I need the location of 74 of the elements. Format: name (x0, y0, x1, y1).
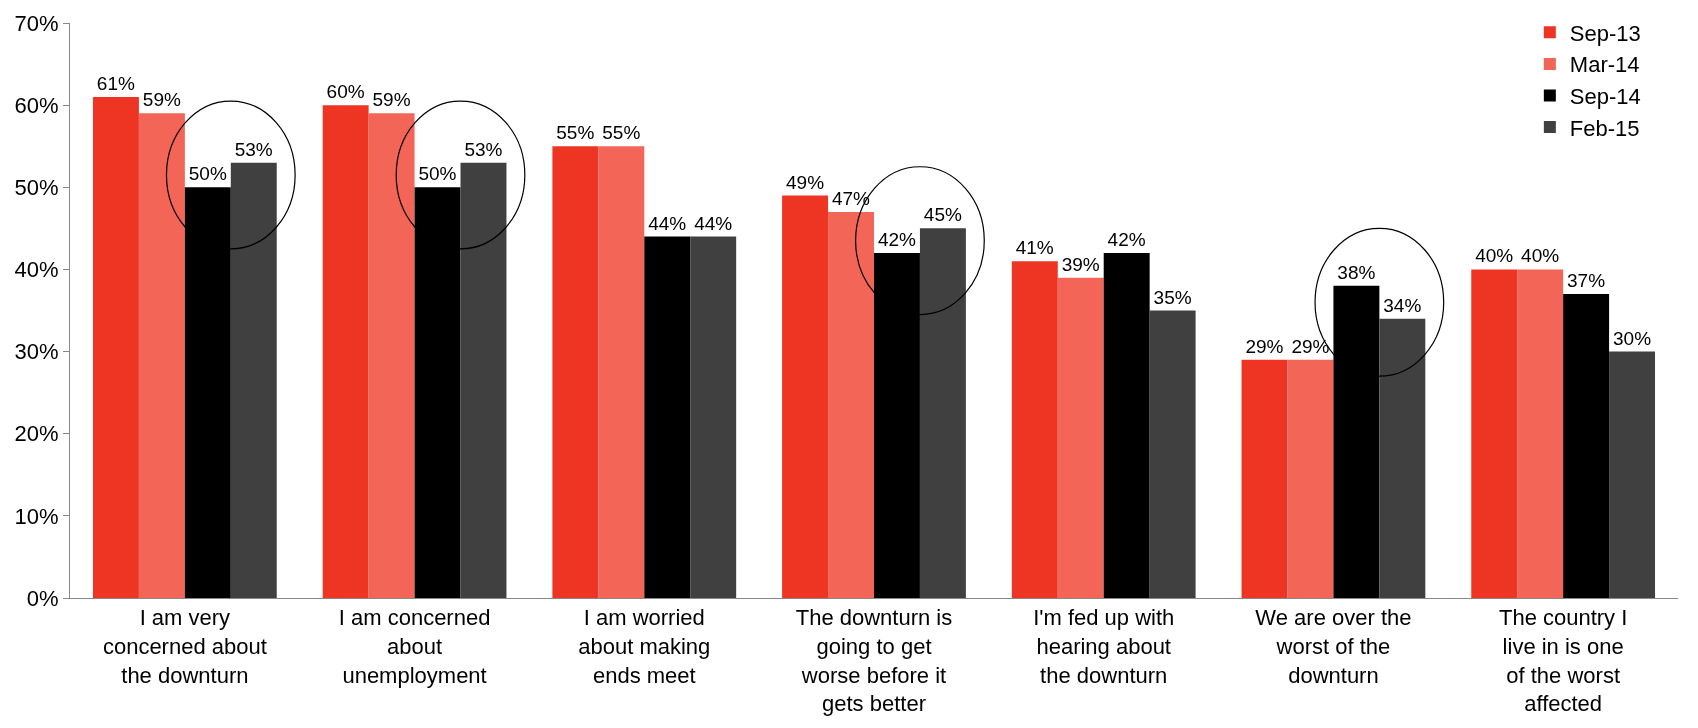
legend-label: Feb-15 (1569, 115, 1640, 141)
bar (1149, 310, 1196, 598)
data-label: 44% (694, 212, 733, 234)
data-label: 42% (877, 229, 917, 250)
data-label: 35% (1153, 286, 1192, 308)
data-label: 42% (1107, 229, 1146, 250)
data-label: 61% (96, 72, 136, 94)
bar (368, 113, 415, 598)
data-label: 40% (1475, 245, 1514, 267)
bar (92, 96, 139, 598)
legend-label: Sep-13 (1569, 20, 1641, 46)
bar (322, 105, 369, 598)
bar (460, 162, 507, 598)
data-label: 41% (1015, 237, 1054, 259)
bar (1563, 294, 1610, 598)
bar (782, 195, 829, 598)
bar (138, 113, 185, 598)
data-label: 38% (1337, 261, 1376, 283)
data-label: 29% (1291, 335, 1330, 357)
bar (828, 211, 874, 598)
data-label: 30% (1612, 327, 1652, 349)
y-tick-label: 50% (14, 174, 59, 200)
x-tick-label: I am very concerned about the downturn (102, 605, 267, 688)
y-tick-label: 60% (14, 92, 59, 118)
x-tick-label: I am worried about making ends meet (578, 605, 711, 688)
data-label: 53% (464, 138, 503, 160)
bar (1379, 318, 1426, 598)
bar (598, 146, 645, 598)
y-tick-label: 0% (26, 585, 59, 611)
bar (1287, 359, 1334, 598)
data-label: 37% (1567, 270, 1606, 292)
bar (1241, 359, 1288, 598)
bar (1609, 351, 1656, 598)
y-tick-label: 10% (14, 503, 59, 529)
y-tick-label: 40% (14, 257, 59, 283)
data-label: 55% (556, 122, 595, 144)
x-tick-label: The country I live in is one of the worst affected (1498, 605, 1628, 717)
data-label: 59% (142, 89, 181, 111)
data-label: 44% (648, 212, 687, 234)
data-label: 49% (786, 171, 825, 193)
x-tick-label: We are over the worst of the downturn (1255, 605, 1412, 688)
data-label: 45% (923, 204, 962, 226)
bar (1333, 285, 1380, 598)
y-tick-label: 20% (14, 421, 59, 447)
bar (414, 187, 461, 598)
bar (1103, 253, 1150, 598)
bar (1471, 269, 1518, 598)
bar (874, 253, 920, 598)
bar (230, 162, 277, 598)
data-label: 40% (1521, 245, 1560, 267)
legend-label: Sep-14 (1569, 84, 1641, 110)
bar (184, 187, 231, 598)
x-tick-label: The downturn is going to get worse before it gets better (795, 605, 953, 717)
data-label: 59% (372, 89, 411, 111)
y-tick-label: 30% (14, 339, 59, 365)
x-tick-label: I am concerned about unemployment (338, 605, 491, 688)
data-label: 53% (234, 138, 273, 160)
data-label: 50% (188, 163, 227, 185)
y-tick-label: 70% (14, 10, 59, 36)
data-label: 50% (418, 163, 457, 185)
data-label: 55% (602, 122, 641, 144)
bar (1011, 261, 1058, 598)
data-label: 34% (1383, 294, 1422, 316)
bar (1057, 277, 1104, 598)
bar (644, 236, 691, 598)
bar (1517, 269, 1564, 598)
x-tick-label: I'm fed up with hearing about the downturn (1033, 605, 1175, 688)
bar (690, 236, 737, 598)
data-label: 39% (1061, 253, 1100, 275)
bar (552, 146, 599, 598)
data-label: 60% (326, 81, 365, 103)
bar (919, 228, 966, 598)
legend-label: Mar-14 (1569, 52, 1640, 78)
data-label: 29% (1245, 335, 1284, 357)
